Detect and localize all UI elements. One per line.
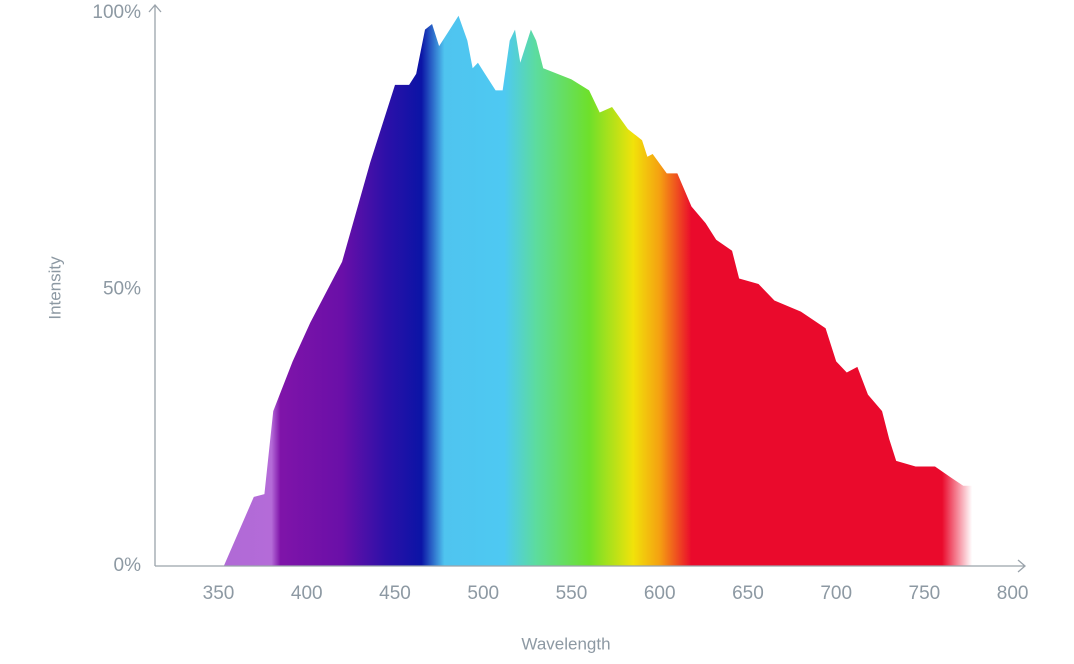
x-tick-label: 350 [203,583,235,604]
x-axis [155,559,1026,573]
spectrum-area [223,15,973,566]
x-tick-label: 750 [909,583,941,604]
x-tick-label: 500 [467,583,499,604]
x-tick-label: 800 [997,583,1029,604]
y-axis-title: Intensity [45,256,64,320]
y-tick-label: 50% [103,279,141,300]
x-tick-label: 450 [379,583,411,604]
x-tick-label: 600 [644,583,676,604]
x-tick-label: 550 [556,583,588,604]
x-tick-label: 700 [820,583,852,604]
y-axis [148,4,162,566]
x-tick-label: 650 [732,583,764,604]
x-tick-label: 400 [291,583,323,604]
x-axis-title: Wavelength [521,634,610,653]
y-tick-label: 0% [114,555,142,576]
y-tick-label: 100% [92,2,141,23]
